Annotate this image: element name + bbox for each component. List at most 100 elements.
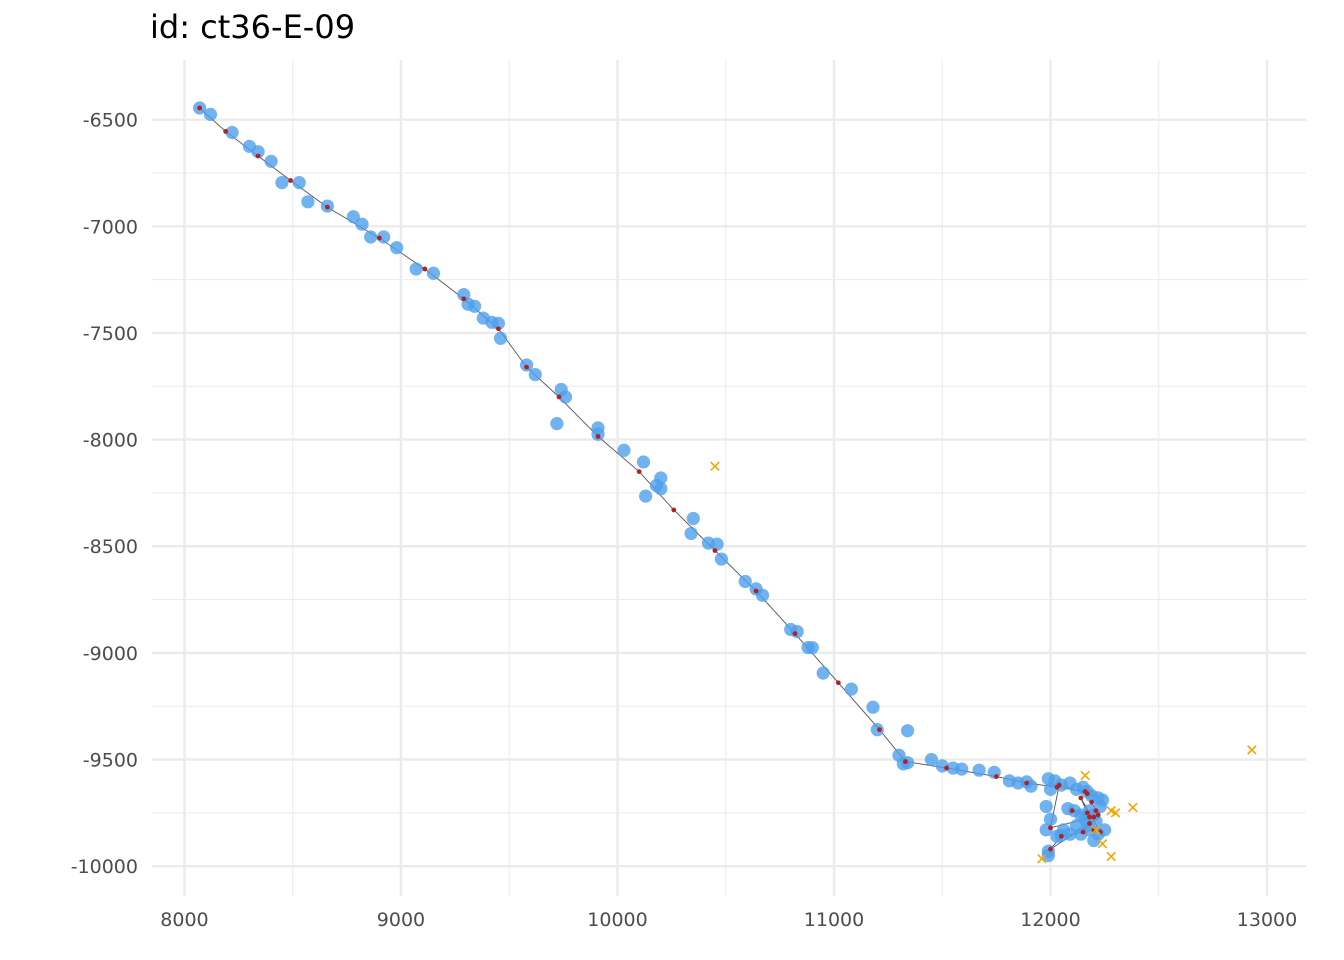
observed-point (1069, 819, 1084, 833)
y-tick-label: -10000 (71, 856, 138, 878)
x-tick-label: 11000 (804, 909, 864, 931)
fitted-point (712, 548, 718, 553)
fitted-point (835, 680, 841, 686)
observed-point (639, 489, 653, 503)
observed-point (203, 107, 218, 121)
x-tick-label: 13000 (1237, 909, 1297, 931)
observed-point (491, 316, 506, 330)
y-axis-ticks: -6500 -7000 -7500 -8000 -8500 -9000 -9500 -1000… (71, 110, 138, 878)
chart-title: id: ct36-E-09 (150, 8, 356, 46)
y-tick-label: -6500 (83, 110, 138, 132)
fitted-point (461, 296, 467, 302)
observed-point (866, 700, 880, 714)
observed-point (738, 574, 752, 589)
fitted-point (1084, 791, 1090, 797)
observed-point (225, 125, 239, 140)
fitted-point (1084, 810, 1090, 816)
fitted-point (288, 178, 293, 183)
fitted-point (255, 153, 261, 159)
fitted-point (1048, 846, 1053, 852)
fitted-point (671, 507, 677, 513)
fitted-point (1093, 808, 1099, 814)
observed-point (955, 762, 969, 776)
fitted-point (1078, 795, 1084, 801)
observed-point (528, 367, 542, 382)
fitted-point (1091, 814, 1097, 820)
observed-points (193, 101, 1112, 863)
observed-point (790, 624, 804, 639)
fitted-point (903, 759, 908, 765)
observed-point (301, 195, 315, 209)
observed-point (684, 526, 698, 541)
observed-point (1043, 812, 1058, 826)
x-tick-label: 10000 (587, 909, 647, 931)
observed-point (901, 724, 915, 738)
outlier-point (1080, 770, 1090, 781)
observed-point (377, 230, 391, 244)
fitted-point (422, 266, 428, 272)
track-line (199, 107, 1102, 850)
observed-point (654, 482, 668, 496)
observed-point (390, 241, 404, 255)
fitted-point (636, 469, 642, 475)
x-tick-label: 8000 (160, 909, 208, 931)
track-polyline (199, 107, 1102, 850)
fitted-point (792, 631, 798, 637)
outlier-point (1247, 745, 1257, 755)
fitted-point (376, 235, 382, 241)
fitted-point (1087, 814, 1092, 820)
fitted-point (197, 105, 203, 111)
outlier-point (1097, 838, 1108, 849)
observed-point (409, 262, 423, 276)
y-tick-label: -9000 (83, 643, 138, 665)
fitted-point (1069, 808, 1075, 814)
y-tick-label: -7000 (83, 216, 138, 238)
fitted-point (595, 434, 601, 439)
observed-point (355, 217, 369, 231)
observed-point (251, 145, 265, 159)
y-tick-label: -8000 (83, 430, 138, 452)
fitted-point (496, 326, 501, 332)
outlier-point (1106, 851, 1116, 862)
observed-point (264, 154, 278, 168)
outlier-points (710, 461, 1257, 864)
observed-point (972, 763, 986, 777)
observed-point (346, 210, 360, 224)
fitted-point (1058, 833, 1064, 839)
observed-point (844, 682, 858, 696)
observed-point (558, 390, 573, 404)
fitted-point (1080, 829, 1086, 835)
observed-point (686, 511, 700, 526)
outlier-point (1037, 853, 1047, 864)
x-tick-label: 12000 (1020, 909, 1080, 931)
grid-lines (152, 60, 1306, 896)
x-tick-label: 9000 (377, 909, 425, 931)
observed-point (493, 331, 508, 345)
observed-point (292, 176, 306, 190)
observed-point (468, 299, 482, 313)
observed-point (636, 455, 651, 469)
fitted-point (753, 588, 759, 594)
observed-point (617, 443, 631, 457)
outlier-point (1110, 808, 1121, 818)
fitted-point (1056, 782, 1062, 788)
observed-point (1041, 848, 1055, 863)
observed-point (275, 176, 289, 190)
observed-point (550, 417, 564, 431)
fitted-point (324, 204, 330, 210)
y-tick-label: -9500 (83, 750, 138, 772)
observed-point (1039, 799, 1053, 814)
observed-point (901, 756, 915, 770)
x-axis-ticks: 8000 9000 10000 11000 12000 13000 (160, 909, 1297, 931)
outlier-point (1091, 825, 1101, 835)
outlier-point (1128, 802, 1138, 813)
observed-point (710, 537, 724, 551)
fitted-point (877, 727, 882, 733)
observed-point (924, 752, 939, 767)
observed-point (805, 640, 819, 655)
fitted-point (1024, 780, 1030, 786)
outlier-point (710, 461, 720, 472)
observed-point (714, 552, 729, 566)
fitted-point (1048, 825, 1053, 831)
